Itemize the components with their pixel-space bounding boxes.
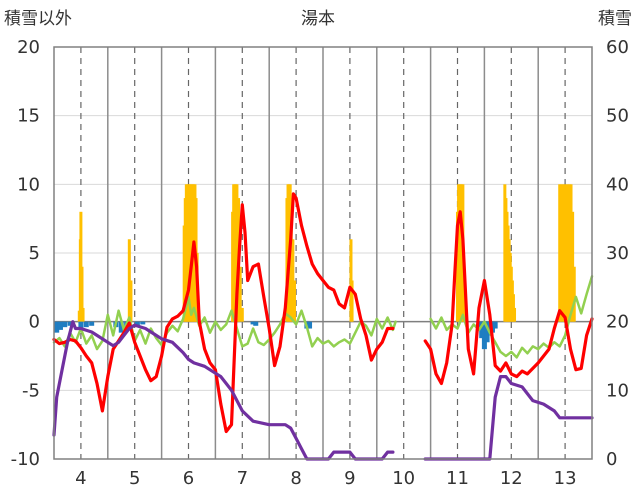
left-tick-label: 15 xyxy=(17,106,40,127)
left-tick-label: 0 xyxy=(29,312,40,333)
precip-bar-43 xyxy=(462,266,466,322)
precip-bar-60 xyxy=(567,184,571,322)
precip-bar-5 xyxy=(127,239,131,322)
chart-title: 湯本 xyxy=(301,9,335,29)
x-tick-label: 10 xyxy=(392,468,415,489)
x-tick-label: 11 xyxy=(446,468,469,489)
precip-bar-3 xyxy=(80,266,84,322)
wind-bar-22 xyxy=(492,321,498,329)
left-axis: -10 -5 0 5 10 15 20 xyxy=(11,37,40,470)
right-tick-label: 0 xyxy=(606,449,617,470)
wind-bar-12 xyxy=(250,321,256,325)
wind-bar-8 xyxy=(118,321,124,333)
x-tick-label: 4 xyxy=(75,468,86,489)
precip-bar-24 xyxy=(235,184,239,322)
precip-bar-34 xyxy=(292,280,296,322)
wind-bar-2 xyxy=(62,321,68,328)
right-axis-title: 積雪 xyxy=(598,9,632,29)
right-tick-label: 40 xyxy=(606,174,629,195)
x-axis: 4 5 6 7 8 9 10 11 12 13 xyxy=(75,468,576,489)
left-axis-title: 積雪以外 xyxy=(4,9,72,29)
left-tick-label: 5 xyxy=(29,243,40,264)
x-tick-label: 9 xyxy=(344,468,355,489)
wind-bar-13 xyxy=(253,321,259,326)
precip-bar-33 xyxy=(291,239,295,322)
wind-bar-0 xyxy=(54,321,60,333)
wind-bar-6 xyxy=(89,321,95,326)
right-tick-label: 60 xyxy=(606,37,629,58)
precip-bar-32 xyxy=(289,198,293,322)
right-tick-label: 10 xyxy=(606,380,629,401)
x-tick-label: 7 xyxy=(237,468,248,489)
left-tick-label: 10 xyxy=(17,174,40,195)
precip-bar-26 xyxy=(238,266,242,322)
precip-bar-62 xyxy=(571,211,575,322)
x-tick-label: 12 xyxy=(500,468,523,489)
precip-bar-4 xyxy=(81,307,85,322)
wind-bar-17 xyxy=(479,321,485,339)
precip-bar-6 xyxy=(129,280,133,322)
left-tick-label: -10 xyxy=(11,449,40,470)
right-tick-label: 30 xyxy=(606,243,629,264)
precip-bar-63 xyxy=(572,266,576,322)
precip-bar-56 xyxy=(561,184,565,322)
precip-bar-27 xyxy=(240,307,244,322)
wind-bar-5 xyxy=(83,321,89,328)
precip-bar-61 xyxy=(569,184,573,322)
right-tick-label: 50 xyxy=(606,106,629,127)
wind-bar-19 xyxy=(484,321,490,343)
wind-bar-4 xyxy=(78,321,84,329)
wind-bar-1 xyxy=(57,321,63,330)
humidity-line xyxy=(52,275,594,359)
plot-frame xyxy=(53,46,593,460)
wind-bar-10 xyxy=(134,321,140,326)
x-tick-label: 5 xyxy=(129,468,140,489)
precip-bar-55 xyxy=(559,184,563,322)
wind-bar-11 xyxy=(140,321,146,325)
x-tick-label: 6 xyxy=(183,468,194,489)
right-axis: 0 10 20 30 40 50 60 xyxy=(606,37,629,470)
precip-bar-57 xyxy=(563,184,567,322)
right-tick-label: 20 xyxy=(606,312,629,333)
wind-bar-15 xyxy=(307,321,313,329)
left-tick-label: -5 xyxy=(22,380,40,401)
wind-bar-3 xyxy=(67,321,73,326)
precip-bar-59 xyxy=(566,184,570,322)
left-tick-label: 20 xyxy=(17,37,40,58)
x-tick-label: 13 xyxy=(554,468,577,489)
precip-bar-53 xyxy=(513,307,517,322)
wind-bar-18 xyxy=(481,321,487,350)
precip-bar-36 xyxy=(350,280,354,322)
precip-bar-58 xyxy=(564,184,568,322)
x-tick-label: 8 xyxy=(290,468,301,489)
precip-bar-54 xyxy=(558,184,562,322)
